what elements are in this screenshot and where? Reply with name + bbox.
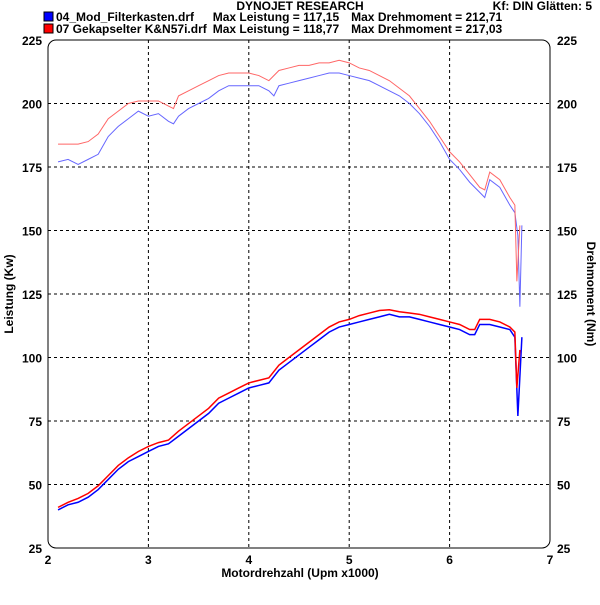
- y-tick-label-right: 75: [557, 415, 571, 429]
- y-tick-label-left: 150: [22, 225, 42, 239]
- x-tick-label: 6: [446, 553, 453, 567]
- y-tick-label-left: 100: [22, 352, 42, 366]
- y-tick-label-left: 50: [29, 479, 43, 493]
- legend-file: 04_Mod_Filterkasten.drf: [56, 10, 195, 24]
- legend-swatch: [43, 11, 54, 22]
- y-tick-label-left: 175: [22, 161, 42, 175]
- y-tick-label-left: 75: [29, 415, 43, 429]
- series-line-0: [57, 313, 523, 511]
- x-tick-label: 7: [547, 553, 554, 567]
- legend: 04_Mod_Filterkasten.drf Max Leistung = 11…: [43, 10, 503, 36]
- y-tick-label-left: 225: [22, 34, 42, 48]
- y-tick-label-right: 25: [557, 542, 571, 556]
- series-line-1: [57, 308, 521, 509]
- legend-power: Max Leistung = 117,15: [213, 10, 340, 24]
- y-tick-label-right: 225: [557, 34, 577, 48]
- y-tick-label-right: 150: [557, 225, 577, 239]
- x-tick-label: 2: [45, 553, 52, 567]
- y-tick-label-right: 100: [557, 352, 577, 366]
- y-tick-label-left: 200: [22, 98, 42, 112]
- legend-torque: Max Drehmoment = 212,71: [351, 10, 502, 24]
- x-tick-label: 3: [145, 553, 152, 567]
- y-axis-left-label: Leistung (Kw): [2, 254, 16, 333]
- series-lines: [57, 59, 523, 511]
- legend-torque: Max Drehmoment = 217,03: [351, 22, 502, 36]
- x-tick-label: 4: [245, 553, 252, 567]
- y-tick-label-right: 175: [557, 161, 577, 175]
- y-tick-label-left: 25: [29, 542, 43, 556]
- legend-power: Max Leistung = 118,77: [213, 22, 340, 36]
- x-tick-label: 5: [346, 553, 353, 567]
- y-tick-label-right: 50: [557, 479, 571, 493]
- y-tick-label-left: 125: [22, 288, 42, 302]
- legend-swatch: [43, 23, 54, 34]
- x-axis-label: Motordrehzahl (Upm x1000): [221, 566, 378, 580]
- legend-file: 07 Gekapselter K&N57i.drf: [56, 22, 208, 36]
- chart-info: Kf: DIN Glätten: 5: [493, 0, 593, 13]
- series-line-3: [58, 59, 521, 282]
- grid: [48, 40, 550, 548]
- y-axis-right-label: Drehmoment (Nm): [584, 242, 598, 347]
- y-tick-label-right: 125: [557, 288, 577, 302]
- series-line-2: [57, 72, 523, 307]
- chart-title: DYNOJET RESEARCH: [236, 0, 363, 13]
- y-tick-label-right: 200: [557, 98, 577, 112]
